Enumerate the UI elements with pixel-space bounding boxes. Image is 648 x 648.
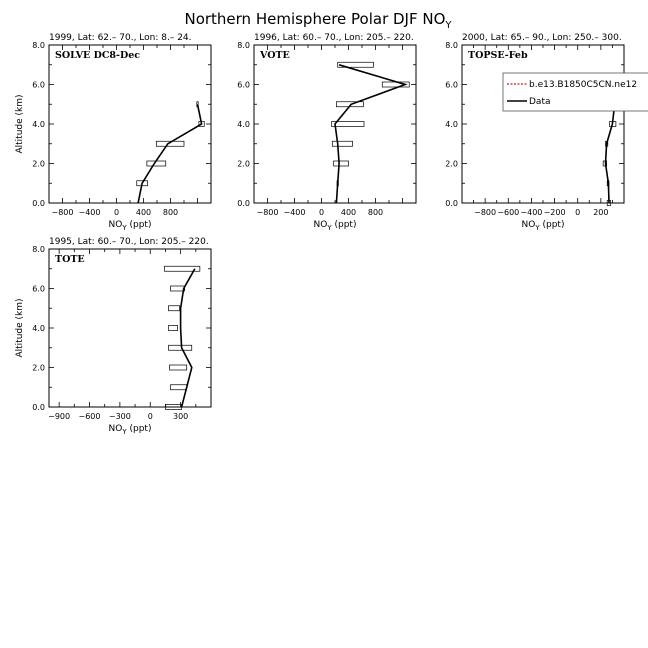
panel-subtitle: 2000, Lat: 65.– 90., Lon: 250.– 300.: [462, 33, 622, 43]
legend: b.e13.B1850C5CN.ne12 Data: [502, 72, 648, 112]
range-box: [331, 140, 353, 147]
x-tick-label: −300: [109, 412, 131, 421]
y-tick-label: 6.0: [32, 285, 45, 294]
x-axis-label-unit: (ppt): [127, 220, 152, 230]
y-tick-label: 0.0: [32, 403, 45, 412]
x-tick-label: −800: [257, 208, 279, 217]
y-tick-label: 6.0: [445, 81, 458, 90]
x-axis-label-main: NO: [109, 220, 123, 230]
x-tick-label: −400: [520, 208, 542, 217]
chart-panels: 1999, Lat: 62.– 70., Lon: 8.– 24. SOLVE D…: [15, 33, 648, 436]
x-tick-label: −400: [284, 208, 306, 217]
legend-box: [502, 72, 648, 112]
y-tick-label: 8.0: [237, 41, 250, 50]
y-tick-label: 8.0: [32, 245, 45, 254]
y-tick-label: 0.0: [445, 199, 458, 208]
x-tick-label: −600: [497, 208, 519, 217]
legend-data-label: Data: [529, 97, 551, 107]
x-tick-label: 400: [341, 208, 356, 217]
x-axis-label-unit: (ppt): [332, 220, 357, 230]
range-box: [337, 61, 374, 68]
x-axis-label-subscript: Y: [121, 224, 127, 232]
campaign-label: VOTE: [259, 50, 290, 61]
x-tick-label: 300: [173, 412, 188, 421]
campaign-label: SOLVE DC8-Dec: [55, 50, 140, 61]
x-tick-label: −800: [52, 208, 74, 217]
range-box: [168, 325, 178, 331]
panel-1: 1999, Lat: 62.– 70., Lon: 8.– 24. SOLVE D…: [15, 33, 212, 232]
x-tick-label: −600: [79, 412, 101, 421]
y-tick-label: 4.0: [445, 120, 458, 129]
x-tick-label: −200: [544, 208, 566, 217]
x-tick-label: 800: [163, 208, 178, 217]
data-profile-line: [137, 104, 203, 204]
x-axis-label: NOY (ppt): [109, 424, 152, 436]
panel-2: 1996, Lat: 60.– 70., Lon: 205.– 220. VOTE…: [237, 33, 417, 232]
figure-title-subscript: Y: [444, 20, 452, 31]
x-axis-label: NOY (ppt): [314, 220, 357, 232]
x-axis-label-main: NO: [314, 220, 328, 230]
y-tick-label: 2.0: [32, 364, 45, 373]
y-tick-label: 4.0: [237, 120, 250, 129]
y-tick-label: 8.0: [32, 41, 45, 50]
x-axis-label-subscript: Y: [326, 224, 332, 232]
figure-title: Northern Hemisphere Polar DJF NOY: [184, 10, 452, 31]
y-tick-label: 6.0: [32, 81, 45, 90]
y-axis-label: Altitude (km): [15, 298, 25, 357]
panel-subtitle: 1999, Lat: 62.– 70., Lon: 8.– 24.: [49, 33, 192, 43]
x-tick-label: −400: [79, 208, 101, 217]
y-tick-label: 8.0: [445, 41, 458, 50]
range-box: [164, 265, 201, 272]
range-box: [333, 160, 349, 167]
range-box: [155, 140, 185, 147]
x-tick-label: 0: [148, 412, 153, 421]
range-box: [169, 364, 188, 371]
campaign-label: TOTE: [55, 254, 85, 265]
figure-title-main: Northern Hemisphere Polar DJF NO: [184, 10, 445, 28]
x-tick-label: 400: [136, 208, 151, 217]
range-box: [168, 344, 193, 351]
x-tick-label: 800: [368, 208, 383, 217]
y-tick-label: 2.0: [445, 160, 458, 169]
x-axis-label-subscript: Y: [534, 224, 540, 232]
panel-subtitle: 1996, Lat: 60.– 70., Lon: 205.– 220.: [254, 33, 414, 43]
campaign-label: TOPSE-Feb: [468, 50, 528, 61]
x-axis-label: NOY (ppt): [522, 220, 565, 232]
legend-model-label: b.e13.B1850C5CN.ne12: [529, 80, 637, 90]
y-tick-label: 0.0: [32, 199, 45, 208]
range-box: [331, 121, 365, 127]
panel-4: 1995, Lat: 60.– 70., Lon: 205.– 220. TOTE…: [15, 237, 212, 436]
range-box: [170, 285, 186, 292]
panel-subtitle: 1995, Lat: 60.– 70., Lon: 205.– 220.: [49, 237, 209, 247]
x-axis-label: NOY (ppt): [109, 220, 152, 232]
y-tick-label: 6.0: [237, 81, 250, 90]
x-tick-label: −900: [48, 412, 70, 421]
y-axis-label: Altitude (km): [15, 94, 25, 153]
y-tick-label: 2.0: [32, 160, 45, 169]
range-box: [168, 305, 180, 312]
x-axis-label-subscript: Y: [121, 428, 127, 436]
y-tick-label: 4.0: [32, 120, 45, 129]
x-tick-label: −800: [474, 208, 496, 217]
x-axis-label-main: NO: [522, 220, 536, 230]
data-profile-line: [179, 268, 196, 408]
x-tick-label: 0: [319, 208, 324, 217]
y-tick-label: 0.0: [237, 199, 250, 208]
x-axis-label-unit: (ppt): [540, 220, 565, 230]
x-axis-label-main: NO: [109, 424, 123, 434]
y-tick-label: 2.0: [237, 160, 250, 169]
data-profile-line: [334, 64, 408, 204]
x-tick-label: 0: [575, 208, 580, 217]
x-tick-label: 0: [114, 208, 119, 217]
y-tick-label: 4.0: [32, 324, 45, 333]
x-tick-label: 200: [593, 208, 608, 217]
x-axis-label-unit: (ppt): [127, 424, 152, 434]
